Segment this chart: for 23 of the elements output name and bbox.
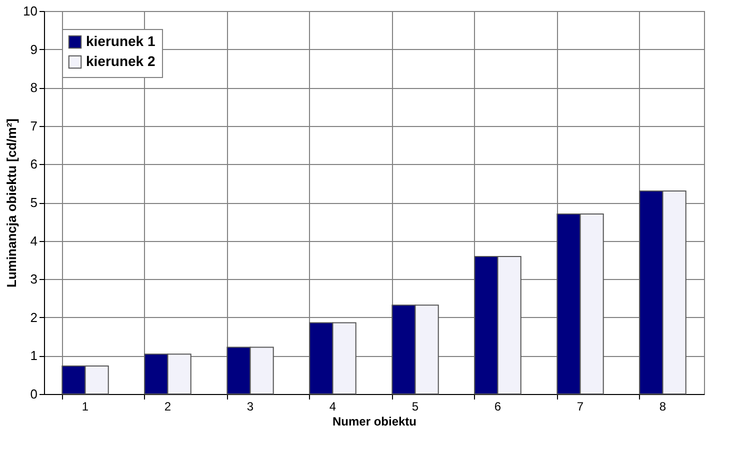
y-tick-label: 0 — [30, 386, 38, 402]
x-tick-label: 6 — [494, 400, 502, 414]
x-tick-label: 5 — [412, 400, 419, 414]
x-tick-label: 2 — [164, 400, 172, 414]
x-tick-label: 7 — [576, 400, 584, 414]
y-tick-label: 9 — [30, 42, 38, 57]
x-tick-label: 1 — [82, 400, 89, 414]
y-tick-label: 1 — [30, 348, 38, 364]
y-tick-label: 4 — [30, 233, 38, 248]
y-tick-label: 5 — [30, 195, 38, 210]
y-tick-label: 2 — [30, 310, 38, 325]
y-tick-label: 6 — [30, 156, 38, 172]
legend-label: kierunek 1 — [86, 33, 156, 49]
legend-label: kierunek 2 — [86, 53, 156, 69]
x-tick-label: 8 — [659, 400, 666, 414]
y-tick-label: 7 — [30, 118, 38, 134]
y-tick-label: 3 — [30, 272, 38, 287]
y-axis-title: Luminancja obiektu [cd/m²] — [4, 118, 20, 288]
y-tick-label: 10 — [23, 4, 38, 18]
x-tick-label: 4 — [329, 400, 336, 414]
x-tick-label: 3 — [246, 400, 254, 414]
y-tick-label: 8 — [30, 80, 38, 96]
x-axis-title: Numer obiektu — [332, 414, 417, 428]
